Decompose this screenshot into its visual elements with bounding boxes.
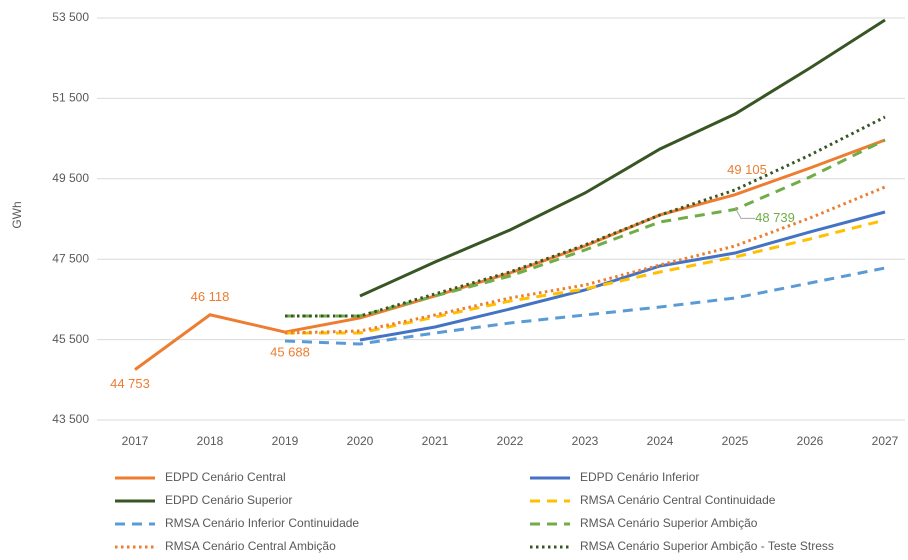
- legend-label: EDPD Cenário Inferior: [580, 470, 699, 484]
- x-tick-label: 2024: [647, 434, 674, 448]
- data-label: 49 105: [727, 162, 767, 177]
- y-axis-title: GWh: [10, 201, 24, 228]
- legend-label: RMSA Cenário Inferior Continuidade: [165, 516, 359, 530]
- x-tick-label: 2023: [572, 434, 599, 448]
- legend-label: RMSA Cenário Superior Ambição: [580, 516, 758, 530]
- x-tick-label: 2021: [422, 434, 449, 448]
- y-tick-label: 53 500: [52, 10, 89, 24]
- legend-label: RMSA Cenário Central Ambição: [165, 539, 336, 553]
- data-label: 48 739: [755, 210, 795, 225]
- data-label: 46 118: [191, 289, 230, 304]
- legend-label: EDPD Cenário Superior: [165, 493, 292, 507]
- x-tick-label: 2025: [722, 434, 749, 448]
- x-tick-label: 2026: [797, 434, 824, 448]
- series-line: [359, 18, 886, 298]
- y-tick-label: 43 500: [52, 412, 89, 426]
- x-tick-label: 2022: [497, 434, 524, 448]
- x-tick-label: 2018: [197, 434, 224, 448]
- y-tick-label: 49 500: [52, 171, 89, 185]
- data-label: 45 688: [270, 344, 310, 359]
- legend-label: RMSA Cenário Superior Ambição - Teste St…: [580, 539, 834, 553]
- x-tick-label: 2020: [347, 434, 374, 448]
- series-line: [134, 138, 886, 371]
- series-line: [284, 266, 886, 346]
- x-tick-label: 2019: [272, 434, 299, 448]
- x-tick-label: 2017: [122, 434, 149, 448]
- y-tick-label: 45 500: [52, 332, 89, 346]
- y-tick-label: 47 500: [52, 251, 89, 265]
- legend-label: RMSA Cenário Central Continuidade: [580, 493, 776, 507]
- series-line: [359, 210, 886, 342]
- series-line: [285, 138, 886, 318]
- x-tick-label: 2027: [872, 434, 899, 448]
- leader-line: [734, 207, 755, 219]
- legend-label: EDPD Cenário Central: [165, 470, 286, 484]
- data-label: 44 753: [110, 376, 150, 391]
- y-tick-label: 51 500: [52, 91, 89, 105]
